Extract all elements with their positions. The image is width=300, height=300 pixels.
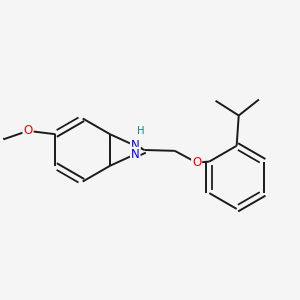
Text: N: N	[131, 139, 140, 152]
Text: N: N	[131, 148, 140, 161]
Text: O: O	[23, 124, 33, 137]
Text: H: H	[137, 126, 145, 136]
Text: O: O	[192, 156, 201, 169]
